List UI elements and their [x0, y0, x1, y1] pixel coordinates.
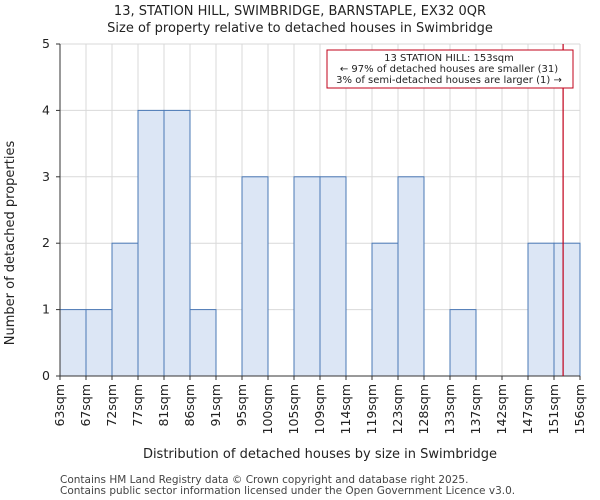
annotation-line-1: 13 STATION HILL: 153sqm — [384, 53, 514, 64]
x-tick-label: 114sqm — [338, 384, 353, 434]
histogram-bar — [527, 242, 555, 377]
x-tick-label: 119sqm — [364, 384, 379, 434]
x-tick-label: 147sqm — [520, 384, 535, 434]
footer-line-2: Contains public sector information licen… — [60, 485, 516, 497]
histogram-bar — [241, 176, 269, 377]
histogram-bar — [553, 242, 581, 377]
annotation-box: 13 STATION HILL: 153sqm ← 97% of detache… — [326, 49, 574, 89]
histogram-bar — [111, 242, 139, 377]
chart-title: 13, STATION HILL, SWIMBRIDGE, BARNSTAPLE… — [113, 4, 487, 19]
y-tick-label: 1 — [42, 302, 50, 317]
x-tick-label: 133sqm — [442, 384, 457, 434]
chart-subtitle: Size of property relative to detached ho… — [107, 21, 493, 36]
y-tick-label: 5 — [42, 36, 50, 51]
annotation-frame — [326, 49, 574, 89]
histogram-bar — [371, 242, 399, 377]
histogram-bar — [293, 176, 321, 377]
x-tick-label: 156sqm — [572, 384, 587, 434]
bars-layer — [59, 109, 581, 377]
x-tick-label: 123sqm — [390, 384, 405, 434]
annotation-line-3: 3% of semi-detached houses are larger (1… — [336, 75, 562, 86]
histogram-bar — [85, 309, 113, 377]
x-axis-label: Distribution of detached houses by size … — [143, 447, 497, 462]
y-tick-label: 3 — [42, 169, 50, 184]
histogram-bar — [189, 309, 217, 377]
x-tick-label: 109sqm — [312, 384, 327, 434]
x-tick-label: 72sqm — [104, 384, 119, 427]
x-tick-label: 151sqm — [546, 384, 561, 434]
histogram-bar — [449, 309, 477, 377]
y-axis-label: Number of detached properties — [3, 141, 18, 346]
histogram-bar — [59, 309, 87, 377]
y-tick-label: 2 — [42, 235, 50, 250]
x-tick-label: 91sqm — [208, 384, 223, 427]
y-tick-label: 0 — [42, 368, 50, 383]
x-tick-label: 86sqm — [182, 384, 197, 427]
x-tick-label: 128sqm — [416, 384, 431, 434]
x-tick-label: 105sqm — [286, 384, 301, 434]
ticks-layer: 0 1 2 3 4 5 63sqm 67sqm 72sqm 77sqm 81sqm 86sqm 91sq… — [42, 36, 587, 434]
annotation-line-2: ← 97% of detached houses are smaller (31… — [340, 64, 558, 75]
x-tick-label: 95sqm — [234, 384, 249, 427]
histogram-bar — [137, 109, 165, 377]
histogram-bar — [319, 176, 347, 377]
x-tick-label: 100sqm — [260, 384, 275, 434]
histogram-bar — [397, 176, 425, 377]
x-tick-label: 81sqm — [156, 384, 171, 427]
x-tick-label: 142sqm — [494, 384, 509, 434]
x-tick-label: 67sqm — [78, 384, 93, 427]
x-tick-label: 63sqm — [52, 384, 67, 427]
histogram-bar — [163, 109, 191, 377]
x-tick-label: 137sqm — [468, 384, 483, 434]
footer-line-1: Contains HM Land Registry data © Crown c… — [60, 474, 469, 486]
y-tick-label: 4 — [42, 102, 50, 117]
x-tick-label: 77sqm — [130, 384, 145, 427]
